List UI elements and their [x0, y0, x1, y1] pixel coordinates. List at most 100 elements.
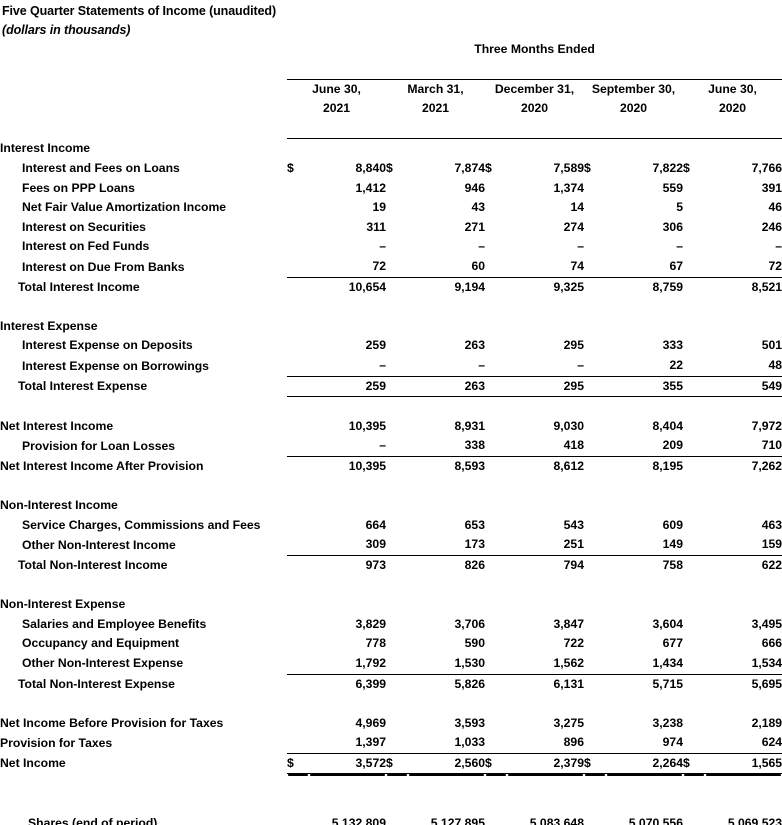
currency-symbol-c3 — [485, 615, 507, 635]
currency-symbol-c3 — [485, 535, 507, 555]
cell-value-c2: 60 — [471, 259, 485, 274]
cell-value-c2: 7,874 — [454, 161, 486, 176]
column-month-2: March 31, — [407, 81, 464, 96]
cell-value-c5: 501 — [761, 338, 782, 353]
currency-symbol-c3 — [485, 436, 507, 456]
column-month-3: December 31, — [494, 81, 575, 96]
five-quarter-income-table: Three Months Ended June 30, March 31, Decem… — [0, 40, 782, 825]
currency-symbol-c4 — [584, 654, 606, 674]
row-label: Shares (end of period) — [28, 815, 158, 825]
currency-symbol-c5 — [683, 356, 705, 376]
currency-symbol-c3 — [485, 733, 507, 753]
heading-pad-cell — [408, 139, 485, 159]
cell-value-c2: 3,593 — [454, 715, 486, 730]
currency-symbol-c2 — [386, 455, 408, 477]
currency-symbol-c3 — [485, 714, 507, 734]
table-row: Net Interest Income After Provision 10,39… — [0, 455, 782, 477]
currency-symbol-c1 — [287, 436, 309, 456]
column-underline-2 — [386, 118, 485, 140]
cell-value-c3: 295 — [507, 375, 584, 398]
cell-value-c5: 8,521 — [705, 276, 782, 298]
cell-value-c1: 19 — [372, 200, 386, 215]
cell-value-c1: 6,399 — [309, 673, 386, 695]
heading-pad-cell — [287, 496, 309, 516]
row-label: Provision for Loan Losses — [22, 438, 176, 453]
cell-value-c1: – — [379, 358, 386, 372]
currency-symbol-c5 — [683, 673, 705, 695]
underline-blank-cell — [0, 119, 287, 139]
heading-pad-cell — [507, 317, 584, 337]
table-row: Total Non-Interest Expense 6,399 5,826 6,13… — [0, 673, 782, 695]
section-spacer — [0, 397, 782, 417]
spacer-cell — [0, 774, 782, 794]
currency-symbol-c1 — [287, 417, 309, 437]
spacer-cell — [0, 477, 782, 497]
cell-value-c2: 5,826 — [408, 673, 485, 695]
rule-blank-cell — [0, 60, 287, 80]
section-heading-5: Non-Interest Expense — [0, 597, 126, 612]
column-month-1: June 30, — [312, 81, 361, 96]
heading-pad-cell — [287, 595, 309, 615]
currency-symbol-c4 — [584, 455, 606, 477]
cell-value-c3: 1,562 — [553, 655, 585, 670]
currency-symbol-c3 — [485, 654, 507, 674]
currency-symbol-c1 — [287, 634, 309, 654]
currency-symbol-c3 — [485, 218, 507, 238]
table-row: Interest on Securities 311 271 274 306 246 — [0, 218, 782, 238]
cell-value-c3: 1,374 — [553, 180, 585, 195]
row-label: Interest and Fees on Loans — [22, 161, 180, 176]
heading-pad-cell — [485, 317, 507, 337]
currency-symbol-c2 — [386, 356, 408, 376]
currency-symbol-c5 — [683, 257, 705, 277]
currency-symbol-c5: $ — [683, 752, 705, 775]
currency-symbol-c5 — [683, 814, 705, 825]
currency-symbol-c3: $ — [485, 161, 492, 176]
currency-symbol-c3 — [485, 198, 507, 218]
heading-pad-cell — [683, 496, 705, 516]
currency-symbol-c1 — [287, 554, 309, 576]
table-row: Net Interest Income 10,395 8,931 9,030 8,404… — [0, 417, 782, 437]
currency-symbol-c2 — [386, 714, 408, 734]
row-label: Occupancy and Equipment — [22, 636, 180, 651]
cell-value-c3: 2,379 — [507, 752, 584, 775]
currency-symbol-c3 — [485, 336, 507, 356]
table-row: Net Income Before Provision for Taxes 4,9… — [0, 714, 782, 734]
section-spacer — [0, 477, 782, 497]
cell-value-c3: 9,325 — [507, 276, 584, 298]
table-row: Net Income $3,572 $2,560 $2,379 $2,264 $1,565 — [0, 752, 782, 775]
currency-symbol-c5 — [683, 237, 705, 257]
currency-symbol-c5 — [683, 198, 705, 218]
column-group-rule — [287, 59, 782, 80]
cell-value-c3: 14 — [570, 200, 584, 215]
cell-value-c3: 3,847 — [553, 616, 585, 631]
cell-value-c4: 67 — [669, 259, 683, 274]
currency-symbol-c2 — [386, 436, 408, 456]
currency-symbol-c2 — [386, 198, 408, 218]
cell-value-c4: 609 — [662, 517, 683, 532]
currency-symbol-c3 — [485, 276, 507, 298]
cell-value-c4: 758 — [606, 554, 683, 576]
table-row: Occupancy and Equipment 778 590 722 677 666 — [0, 634, 782, 654]
cell-value-c5: 1,565 — [705, 752, 782, 775]
table-row: Other Non-Interest Income 309 173 251 149 159 — [0, 535, 782, 555]
currency-symbol-c1 — [287, 356, 309, 376]
currency-symbol-c4 — [584, 634, 606, 654]
section-heading-2: Interest Expense — [0, 318, 98, 333]
page-subtitle: (dollars in thousands) — [2, 23, 131, 37]
currency-symbol-c4 — [584, 814, 606, 825]
spacer-cell — [0, 397, 782, 417]
currency-symbol-c4 — [584, 179, 606, 199]
cell-value-c2: 263 — [464, 338, 485, 353]
cell-value-c3: 74 — [570, 259, 584, 274]
cell-value-c1: – — [379, 438, 386, 453]
cell-value-c1: – — [379, 239, 386, 254]
cell-value-c5: 72 — [768, 259, 782, 274]
cell-value-c4: 8,404 — [652, 418, 684, 433]
row-label: Total Interest Income — [18, 279, 140, 294]
cell-value-c2: 826 — [408, 554, 485, 576]
heading-pad-cell — [485, 139, 507, 159]
cell-value-c1: 259 — [309, 375, 386, 398]
heading-pad-cell — [584, 595, 606, 615]
currency-symbol-c5 — [683, 634, 705, 654]
currency-symbol-c2: $ — [386, 752, 408, 775]
